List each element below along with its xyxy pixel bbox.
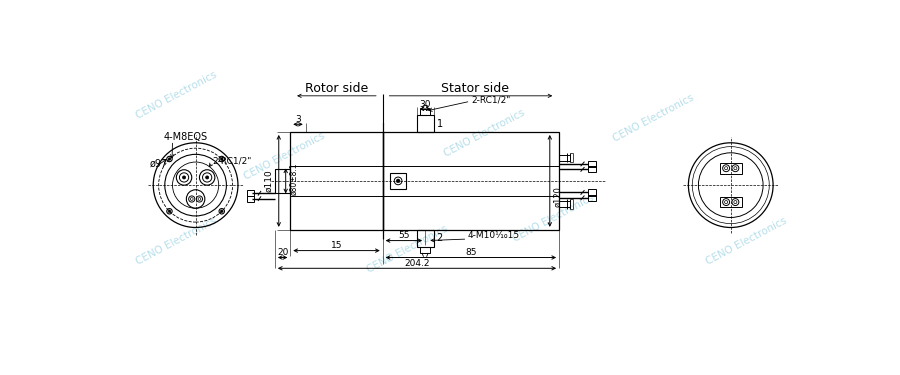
Circle shape xyxy=(183,176,185,179)
Text: 4-M8EQS: 4-M8EQS xyxy=(163,132,207,142)
Text: ø110: ø110 xyxy=(265,170,274,192)
Text: ø80±8.1: ø80±8.1 xyxy=(290,162,299,195)
Bar xyxy=(391,173,406,189)
Circle shape xyxy=(724,166,728,170)
Text: 1: 1 xyxy=(436,118,443,129)
Circle shape xyxy=(198,198,201,200)
Bar xyxy=(248,195,254,202)
Bar xyxy=(291,132,382,230)
Bar xyxy=(382,132,559,230)
Circle shape xyxy=(205,176,209,179)
Text: Stator side: Stator side xyxy=(441,82,508,94)
Text: 4-M10⅒15: 4-M10⅒15 xyxy=(467,231,519,240)
Text: CENO Electronics: CENO Electronics xyxy=(134,69,219,121)
Text: CENO Electronics: CENO Electronics xyxy=(442,108,526,159)
Text: 2-RC1/2": 2-RC1/2" xyxy=(472,95,510,104)
Text: CENO Electronics: CENO Electronics xyxy=(511,193,596,244)
Text: 2: 2 xyxy=(436,233,443,243)
Text: ø97: ø97 xyxy=(149,159,167,169)
Text: 30: 30 xyxy=(419,100,431,109)
Text: 15: 15 xyxy=(331,242,342,250)
Text: CENO Electronics: CENO Electronics xyxy=(704,216,788,267)
Circle shape xyxy=(734,166,737,170)
Circle shape xyxy=(724,201,728,204)
Text: CENO Electronics: CENO Electronics xyxy=(365,224,449,274)
Text: CENO Electronics: CENO Electronics xyxy=(612,93,696,144)
Circle shape xyxy=(734,201,737,204)
Bar xyxy=(589,195,596,201)
Bar xyxy=(720,197,742,207)
Circle shape xyxy=(168,158,171,160)
Circle shape xyxy=(191,198,193,200)
Text: CENO Electronics: CENO Electronics xyxy=(242,131,327,182)
Text: 204.2: 204.2 xyxy=(404,259,429,268)
Circle shape xyxy=(396,179,400,183)
Bar xyxy=(589,166,596,172)
Circle shape xyxy=(220,158,223,160)
Circle shape xyxy=(168,210,171,213)
Text: 20: 20 xyxy=(277,248,288,257)
Text: ø120: ø120 xyxy=(553,186,562,207)
Bar xyxy=(420,109,429,115)
Bar xyxy=(274,169,291,193)
Bar xyxy=(720,163,742,174)
Text: 85: 85 xyxy=(465,248,477,257)
Text: 2-RC1/2": 2-RC1/2" xyxy=(212,156,252,165)
Text: 3: 3 xyxy=(295,115,301,124)
Bar xyxy=(420,247,429,253)
Bar xyxy=(248,190,254,196)
Bar xyxy=(589,189,596,195)
Bar xyxy=(589,161,596,167)
Text: Rotor side: Rotor side xyxy=(305,82,368,94)
Text: 55: 55 xyxy=(398,231,410,240)
Bar xyxy=(417,115,434,132)
Circle shape xyxy=(220,210,223,213)
Text: CENO Electronics: CENO Electronics xyxy=(134,216,219,267)
Bar xyxy=(417,230,434,247)
